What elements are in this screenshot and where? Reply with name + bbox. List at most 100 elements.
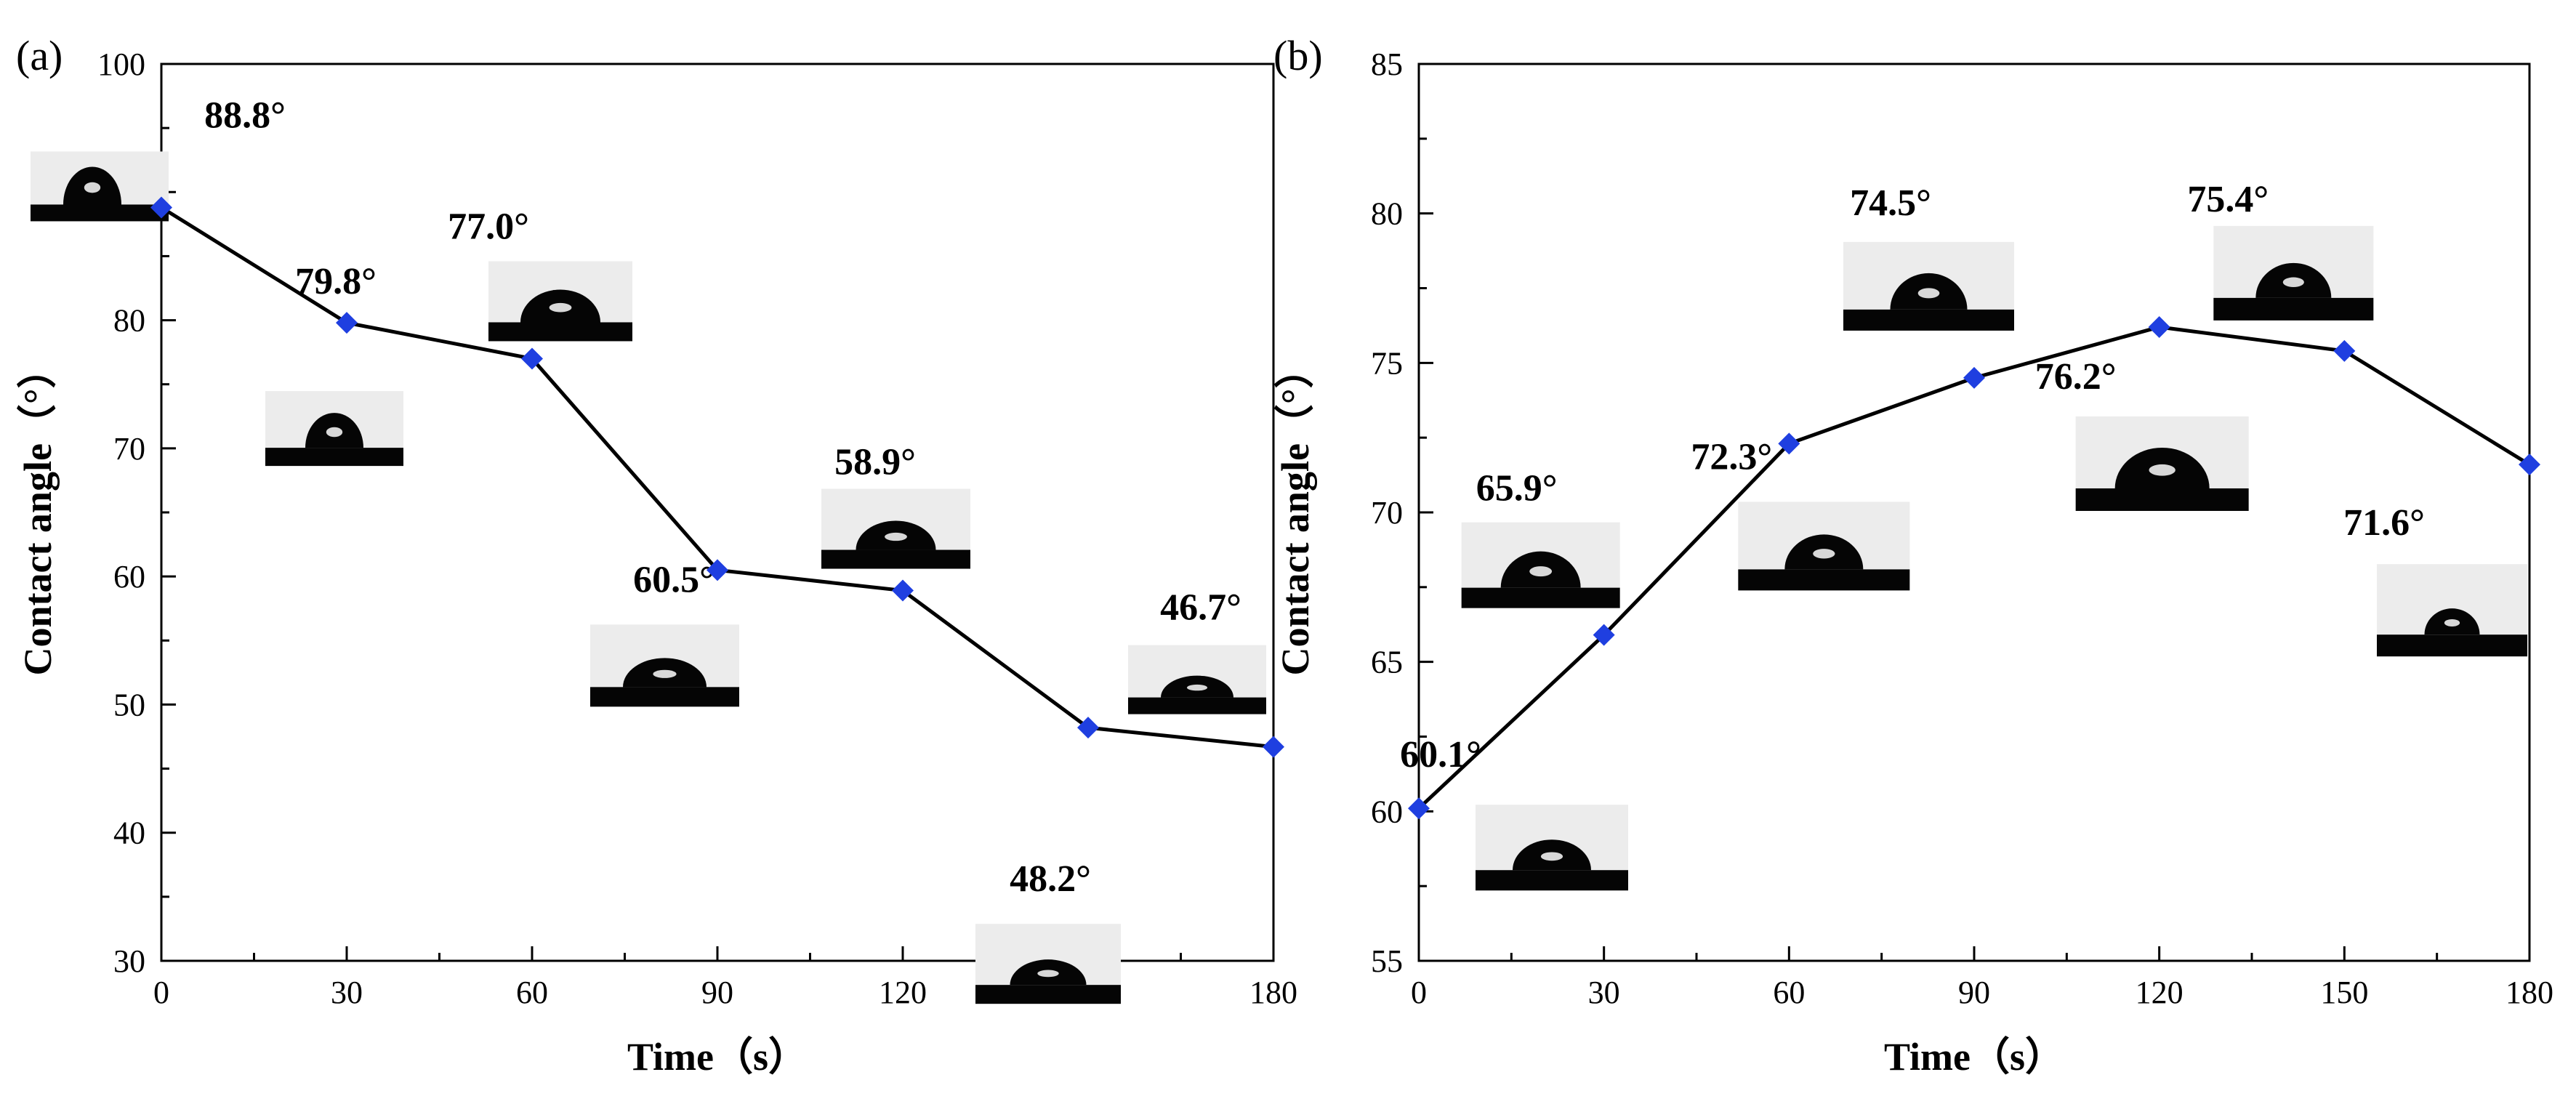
data-point-marker — [336, 312, 358, 334]
substrate — [31, 204, 169, 222]
substrate — [1476, 870, 1628, 891]
panel-b-contact-angle-chart: 55 60 65 70 75 80 85 0 30 60 90 120 150 180 Time（s） Con… — [1273, 32, 2553, 1079]
droplet-photo — [1128, 645, 1266, 714]
droplet-photo — [2075, 416, 2249, 511]
y-tick-label: 80 — [1371, 196, 1403, 232]
contact-angle-label: 65.9° — [1476, 468, 1558, 509]
substrate — [1461, 587, 1620, 608]
contact-angle-label: 60.5° — [633, 559, 715, 600]
y-tick-label: 100 — [97, 47, 145, 82]
y-axis-title: Contact angle（°） — [16, 349, 60, 675]
x-tick-label: 0 — [153, 975, 169, 1010]
y-tick-label: 75 — [1371, 345, 1403, 381]
contact-angle-label: 46.7° — [1160, 587, 1241, 629]
contact-angle-label: 88.8° — [204, 94, 286, 136]
y-axis-title: Contact angle（°） — [1273, 349, 1317, 675]
contact-angle-label: 48.2° — [1010, 858, 1091, 900]
substrate — [590, 687, 739, 707]
x-tick-label: 90 — [1958, 975, 1990, 1010]
x-tick-label: 60 — [1773, 975, 1805, 1010]
droplet-highlight — [2149, 464, 2175, 476]
plot-frame — [160, 63, 1275, 962]
contact-angle-label: 77.0° — [448, 206, 529, 247]
data-point-marker — [707, 559, 728, 581]
data-point-marker — [1778, 432, 1800, 455]
droplet-highlight — [549, 302, 572, 313]
x-tick-label: 150 — [2320, 975, 2368, 1010]
droplet-highlight — [1037, 970, 1059, 978]
x-tick-label: 30 — [331, 975, 363, 1010]
droplet-highlight — [1917, 288, 1940, 299]
droplet-highlight — [2444, 619, 2460, 627]
data-point-marker — [521, 347, 543, 370]
x-axis-title: Time（s） — [1884, 1035, 2064, 1079]
substrate — [2075, 488, 2249, 511]
y-tick-label: 70 — [1371, 495, 1403, 531]
substrate — [2213, 297, 2374, 321]
x-tick-label: 120 — [879, 975, 927, 1010]
data-point-marker — [2333, 339, 2356, 362]
droplet-photo — [265, 391, 403, 467]
contact-angle-label: 58.9° — [834, 442, 916, 483]
droplet-photo — [975, 924, 1121, 1004]
y-tick-label: 85 — [1371, 47, 1403, 82]
substrate — [265, 448, 403, 467]
panel-a-contact-angle-chart: 304050607080901000306090120150180Time（s）… — [16, 32, 1297, 1079]
droplet-highlight — [1187, 684, 1207, 691]
substrate — [1843, 309, 2014, 331]
x-tick-label: 0 — [1411, 975, 1427, 1010]
panel-label: (b) — [1273, 32, 1323, 79]
contact-angle-label: 72.3° — [1691, 436, 1772, 478]
droplet-photo — [821, 488, 970, 569]
y-tick-label: 60 — [1371, 794, 1403, 829]
y-tick-label: 60 — [113, 559, 145, 595]
droplet-highlight — [885, 532, 907, 541]
substrate — [975, 985, 1121, 1004]
data-point-marker — [1963, 366, 1985, 389]
contact-angle-label: 79.8° — [295, 261, 377, 302]
substrate — [1128, 697, 1266, 714]
x-tick-label: 180 — [2505, 975, 2553, 1010]
substrate — [2377, 634, 2527, 657]
droplet-highlight — [1529, 566, 1553, 577]
contact-angle-label: 71.6° — [2343, 502, 2425, 544]
x-tick-label: 90 — [701, 975, 733, 1010]
droplet-photo — [1476, 805, 1628, 891]
x-tick-label: 120 — [2136, 975, 2183, 1010]
y-tick-label: 80 — [113, 303, 145, 339]
droplet-photo — [2377, 564, 2527, 657]
x-axis-title: Time（s） — [627, 1035, 808, 1079]
contact-angle-label: 76.2° — [2035, 356, 2117, 398]
data-point-marker — [2519, 454, 2540, 476]
contact-angle-label: 74.5° — [1850, 182, 1931, 224]
substrate — [488, 322, 632, 342]
droplet-photo — [590, 624, 739, 707]
data-point-marker — [892, 579, 914, 602]
x-tick-label: 180 — [1249, 975, 1297, 1010]
droplet-photo — [488, 261, 632, 342]
contact-angle-label: 60.1° — [1400, 734, 1481, 775]
data-point-marker — [1408, 797, 1430, 820]
y-tick-label: 55 — [1371, 943, 1403, 979]
droplet-highlight — [1813, 549, 1835, 559]
droplet-highlight — [84, 182, 101, 193]
droplet-highlight — [1540, 852, 1563, 861]
droplet-photo — [1738, 501, 1910, 591]
panel-label: (a) — [16, 32, 63, 79]
contact-angle-label: 75.4° — [2187, 179, 2269, 220]
data-point-marker — [1077, 717, 1099, 739]
x-tick-label: 30 — [1588, 975, 1620, 1010]
droplet-highlight — [653, 669, 677, 678]
data-point-marker — [150, 196, 172, 219]
droplet-photo — [1461, 522, 1620, 608]
data-point-marker — [2148, 315, 2170, 338]
x-tick-label: 60 — [516, 975, 548, 1010]
substrate — [821, 549, 970, 569]
y-tick-label: 40 — [113, 815, 145, 851]
y-tick-label: 30 — [113, 943, 145, 979]
y-tick-label: 65 — [1371, 645, 1403, 680]
y-tick-label: 70 — [113, 431, 145, 467]
data-point-marker — [1593, 624, 1615, 646]
y-tick-label: 50 — [113, 687, 145, 722]
